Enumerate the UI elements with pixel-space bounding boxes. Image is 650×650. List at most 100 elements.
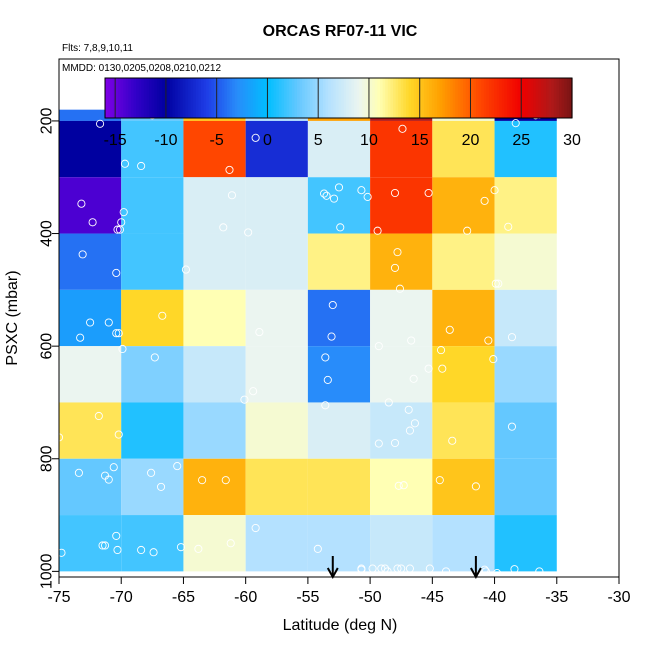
heatmap-cell [432, 402, 495, 459]
observation-point [407, 336, 416, 345]
observation-point [363, 192, 372, 201]
observation-point [425, 564, 434, 573]
observation-point [322, 191, 331, 200]
colorbar-swatch [530, 78, 534, 118]
observation-point [494, 279, 503, 288]
observation-point [94, 411, 103, 421]
y-tick-label: 800 [39, 445, 56, 472]
colorbar-swatch [465, 78, 469, 118]
observation-point [112, 329, 121, 338]
observation-point [109, 463, 118, 472]
colorbar-swatch [341, 78, 345, 118]
colorbar-swatch [193, 78, 197, 118]
x-tick-label: -50 [359, 589, 382, 606]
colorbar-swatch [338, 78, 342, 118]
heatmap-cell [59, 177, 122, 234]
colorbar-swatch [169, 78, 174, 118]
observation-point [445, 325, 454, 334]
heatmap-cell [245, 177, 308, 234]
observation-point [394, 481, 403, 490]
colorbar-swatch [488, 78, 493, 118]
colorbar-swatch [416, 78, 420, 118]
observation-point [384, 398, 393, 407]
heatmap-cell [245, 120, 308, 178]
observation-point [225, 165, 234, 174]
colorbar-swatch [380, 78, 384, 118]
colorbar-swatch [501, 78, 506, 118]
colorbar-swatch [359, 78, 363, 118]
colorbar-swatch [460, 78, 464, 118]
observation-point [435, 476, 444, 485]
heatmap-cell [183, 233, 246, 290]
colorbar-swatch [242, 78, 246, 118]
colorbar-swatch [105, 78, 109, 118]
colorbar-swatch [473, 78, 477, 118]
colorbar-swatch [125, 78, 129, 118]
colorbar-swatch [494, 78, 498, 118]
colorbar-swatch [556, 78, 560, 118]
colorbar-swatch [289, 78, 293, 118]
observation-point [221, 476, 230, 485]
heatmap-cell [245, 458, 308, 516]
colorbar-swatch [444, 78, 449, 118]
observation-point [137, 545, 146, 555]
colorbar-swatch [463, 78, 467, 118]
heatmap-cell [370, 233, 433, 290]
heatmap-cell [59, 233, 122, 290]
colorbar-swatch [566, 78, 571, 118]
observation-point [484, 336, 493, 345]
observation-point [104, 318, 113, 327]
observation-point [441, 567, 451, 576]
colorbar-swatch [543, 78, 547, 118]
colorbar-swatch [499, 78, 503, 118]
heatmap-cell [432, 515, 495, 572]
observation-point [491, 279, 500, 288]
colorbar-swatch [457, 78, 462, 118]
colorbar-swatch [403, 78, 407, 118]
heatmap-cell [432, 289, 495, 347]
colorbar-swatch [564, 78, 568, 118]
observation-point [240, 395, 249, 404]
colorbar-swatch [312, 78, 316, 118]
colorbar-tick-label: 15 [411, 132, 429, 149]
observation-point [149, 548, 158, 557]
colorbar-swatch [476, 78, 480, 118]
colorbar-swatch [356, 78, 360, 118]
colorbar-swatch [151, 78, 155, 118]
heatmap-cell [245, 233, 308, 290]
colorbar-swatch [335, 78, 340, 118]
heatmap-cell [59, 458, 122, 516]
colorbar-tick-label: 5 [314, 132, 323, 149]
observation-point [194, 544, 203, 553]
heatmap-cell [494, 289, 557, 347]
heatmap-cell [121, 346, 184, 403]
colorbar-swatch [221, 78, 225, 118]
colorbar-swatch [478, 78, 482, 118]
observation-point [98, 541, 107, 550]
x-tick-label: -55 [296, 589, 319, 606]
heatmap-cell [494, 458, 557, 516]
observation-point [120, 159, 130, 168]
observation-point [113, 545, 122, 555]
observation-point [507, 422, 517, 431]
observation-point [393, 564, 402, 573]
colorbar-swatch [213, 78, 218, 118]
colorbar-swatch [442, 78, 446, 118]
colorbar-swatch [123, 78, 127, 118]
observation-point [244, 228, 253, 237]
colorbar-swatch [273, 78, 277, 118]
observation-point [88, 218, 97, 227]
colorbar-swatch [180, 78, 184, 118]
y-tick-label: 400 [39, 220, 56, 247]
colorbar-swatch [509, 78, 513, 118]
colorbar-swatch [185, 78, 189, 118]
observation-point [504, 222, 513, 231]
colorbar-swatch [387, 78, 391, 118]
heatmap-cell [432, 177, 495, 234]
colorbar-swatch [559, 78, 563, 118]
colorbar-swatch [481, 78, 485, 118]
heatmap-cell [183, 458, 246, 516]
heatmap-cell [307, 289, 371, 347]
colorbar-swatch [533, 78, 537, 118]
observation-point [436, 346, 446, 355]
